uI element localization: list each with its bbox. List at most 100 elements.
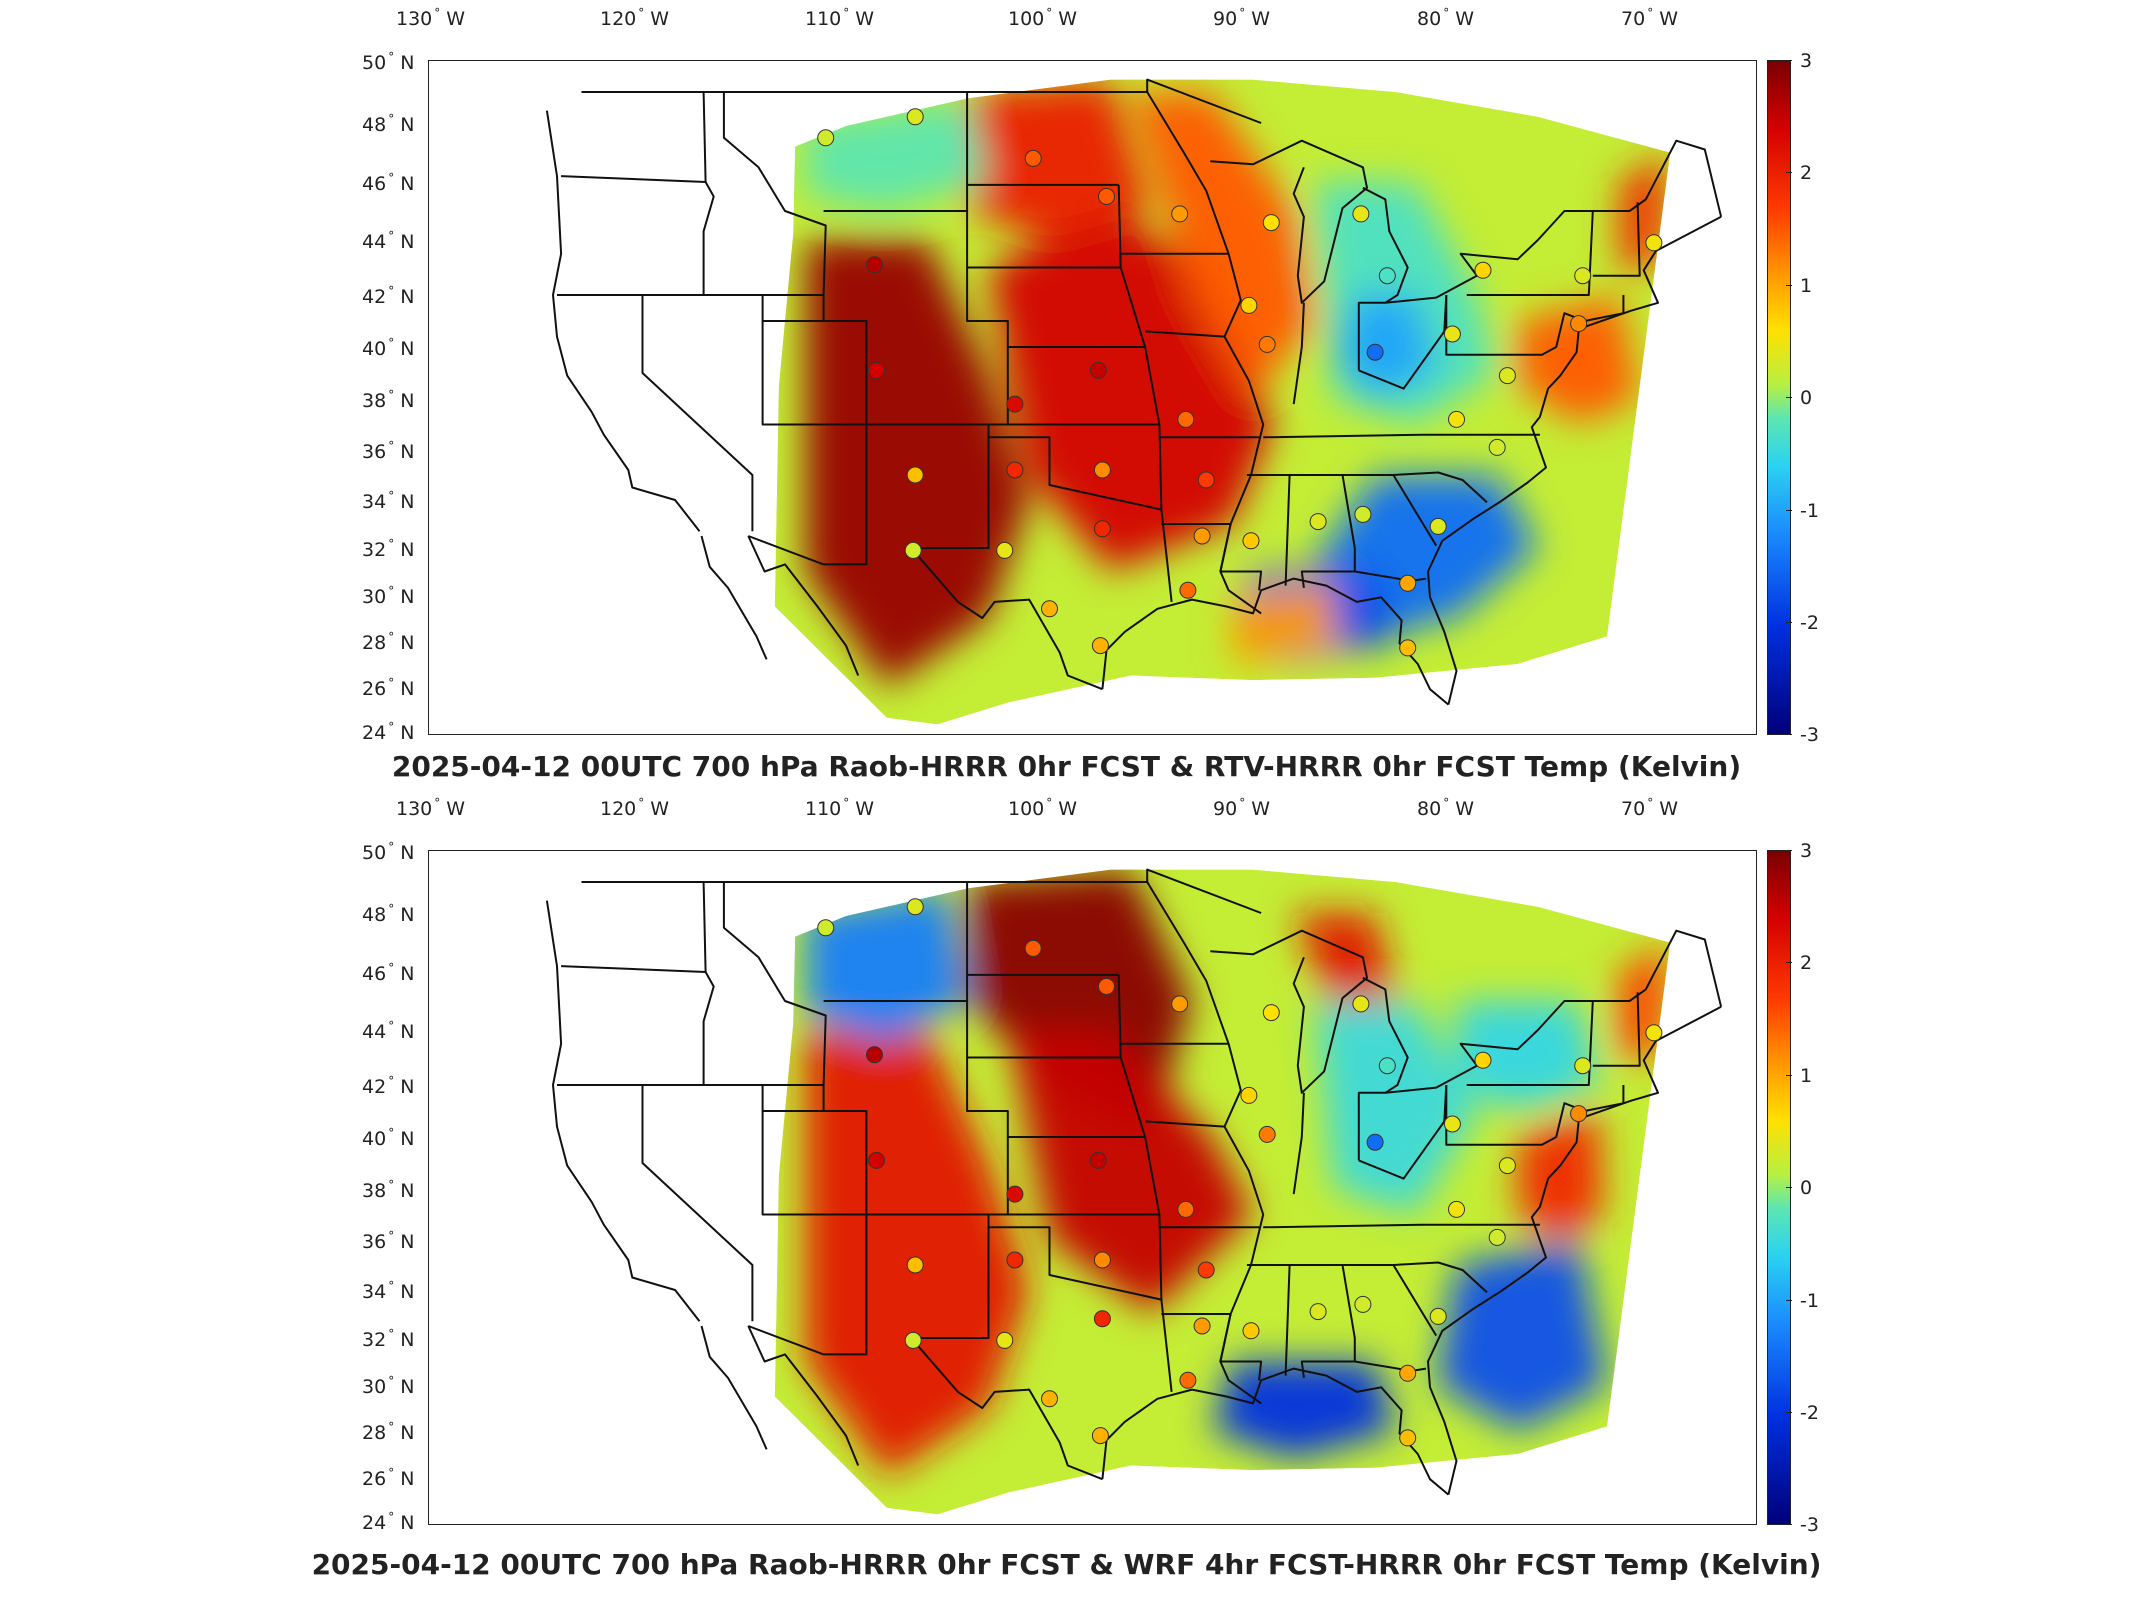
lat-label: 48 ° N <box>362 112 415 136</box>
colorbar-tick: 2 <box>1800 162 1813 184</box>
raob-station-marker <box>1197 1261 1215 1279</box>
lon-label: 130 ° W <box>396 796 466 820</box>
boundary-line <box>1392 1264 1438 1337</box>
lat-label: 30 ° N <box>362 1374 415 1398</box>
lat-label: 38 ° N <box>362 388 415 412</box>
anomaly-region <box>1232 583 1335 664</box>
anomaly-region <box>1517 295 1640 425</box>
raob-station-marker <box>1258 1125 1276 1143</box>
anomaly-region <box>1212 1361 1396 1459</box>
raob-stations <box>817 898 1663 1447</box>
raob-station-marker <box>1488 1228 1506 1246</box>
raob-station-marker <box>1098 978 1115 995</box>
raob-station-marker <box>1474 1051 1492 1069</box>
map-title: 2025-04-12 00UTC 700 hPa Raob-HRRR 0hr F… <box>391 750 1742 783</box>
boundary-line <box>1146 91 1265 615</box>
raob-station-marker <box>1443 325 1461 343</box>
raob-station-marker <box>1006 461 1024 479</box>
raob-station-marker <box>904 1331 922 1349</box>
lon-label: 70 ° W <box>1621 6 1678 30</box>
map-plot-area <box>428 850 1757 1525</box>
boundary-line <box>1427 215 1722 705</box>
colorbar-tick: -2 <box>1800 612 1819 634</box>
anomaly-region <box>1456 1001 1599 1111</box>
lon-label: 120 ° W <box>600 6 670 30</box>
boundary-line <box>545 900 701 1322</box>
boundary-line <box>1145 330 1225 338</box>
temperature-field <box>774 869 1671 1515</box>
raob-station-marker <box>1354 505 1372 523</box>
boundary-line <box>561 91 707 183</box>
raob-station-marker <box>1352 995 1370 1013</box>
lon-label: 90 ° W <box>1213 796 1270 820</box>
colorbar-tick: 2 <box>1800 952 1813 974</box>
raob-station-marker <box>868 361 885 379</box>
boundary-line <box>747 1214 868 1356</box>
raob-station-marker <box>1262 1004 1280 1022</box>
boundary-line <box>561 881 707 973</box>
raob-station-marker <box>1089 361 1107 379</box>
colorbar-tick: 3 <box>1800 840 1813 862</box>
colorbar-tick: -1 <box>1800 1290 1819 1312</box>
lon-label: 70 ° W <box>1621 796 1678 820</box>
boundary-line <box>1284 1264 1291 1376</box>
boundary-line <box>988 436 1162 511</box>
boundary-line <box>747 424 868 566</box>
boundary-line <box>1292 302 1305 405</box>
map-plot-area <box>428 60 1757 735</box>
lat-label: 26 ° N <box>362 1466 415 1490</box>
boundary-line <box>702 971 715 1085</box>
lat-label: 44 ° N <box>362 1019 415 1043</box>
boundary-line <box>1146 881 1265 1405</box>
raob-station-marker <box>1378 267 1396 285</box>
lat-label: 40 ° N <box>362 1126 415 1150</box>
anomaly-region <box>1130 92 1315 399</box>
boundary-line <box>988 1226 1162 1301</box>
raob-station-marker <box>1179 1371 1197 1389</box>
lon-label: 110 ° W <box>805 796 875 820</box>
raob-station-marker <box>1240 1086 1258 1104</box>
boundary-line <box>1445 1085 1586 1146</box>
raob-station-marker <box>1024 149 1042 167</box>
boundary-line <box>1210 139 1368 304</box>
raob-station-marker <box>817 129 835 147</box>
raob-station-marker <box>1098 188 1115 205</box>
raob-station-marker <box>1474 261 1492 279</box>
raob-station-marker <box>1399 574 1417 592</box>
anomaly-region <box>1008 1030 1253 1314</box>
boundary-line <box>1357 976 1409 1161</box>
lat-label: 28 ° N <box>362 630 415 654</box>
raob-station-marker <box>1006 395 1024 413</box>
lon-label: 80 ° W <box>1417 6 1474 30</box>
raob-station-marker <box>1179 581 1197 599</box>
boundary-line <box>866 882 1009 1216</box>
map-panel-bottom: 130 ° W 120 ° W 110 ° W 100 ° W 90 ° W 80 ° W 70 ° W 5… <box>0 790 2133 1600</box>
raob-station-marker <box>1093 1251 1111 1269</box>
boundary-line <box>581 868 1262 914</box>
raob-station-marker <box>1429 1307 1447 1325</box>
lat-label: 44 ° N <box>362 229 415 253</box>
raob-station-marker <box>1093 1310 1111 1328</box>
raob-station-marker <box>1645 234 1663 252</box>
raob-station-marker <box>1242 532 1260 550</box>
raob-station-marker <box>1574 267 1592 285</box>
boundary-line <box>1466 1000 1594 1086</box>
lat-label: 42 ° N <box>362 284 415 308</box>
boundary-line <box>1592 992 1641 1067</box>
raob-station-marker <box>1091 1427 1109 1445</box>
lat-label: 46 ° N <box>362 171 415 195</box>
lat-label: 46 ° N <box>362 961 415 985</box>
colorbar-tick: 0 <box>1800 387 1813 409</box>
temperature-field <box>774 79 1671 725</box>
boundary-line <box>1385 929 1723 1094</box>
raob-station-marker <box>1041 600 1058 618</box>
raob-station-marker <box>1366 343 1384 361</box>
colorbar-tick: -3 <box>1800 724 1819 746</box>
raob-station-marker <box>1006 1251 1024 1269</box>
raob-station-marker <box>1006 1185 1024 1203</box>
raob-station-marker <box>1570 1105 1588 1123</box>
raob-station-marker <box>868 1151 885 1169</box>
anomaly-region <box>1436 1240 1608 1431</box>
boundary-line <box>1263 1223 1540 1229</box>
boundary-line <box>1263 433 1540 439</box>
